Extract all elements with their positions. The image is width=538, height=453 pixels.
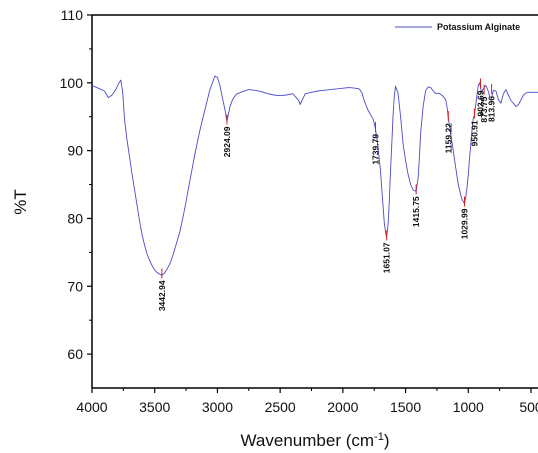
x-tick-label: 1500 (390, 399, 421, 415)
peak-label: 1159.22 (443, 123, 453, 154)
peak-annotations: 3442.94 2924.09 1739.79 1651.07 1415.75 1159.… (157, 78, 497, 311)
peak-label: 1029.99 (460, 208, 470, 239)
y-tick-label: 90 (67, 143, 83, 159)
y-tick-label: 60 (67, 346, 83, 362)
x-tick-label: 3500 (139, 399, 170, 415)
peak-label: 1415.75 (411, 196, 421, 227)
legend-label: Potassium Alginate (437, 22, 520, 32)
x-axis-title: Wavenumber (cm-1) (241, 431, 390, 450)
x-tick-label: 3000 (202, 399, 233, 415)
plot-frame (91, 14, 538, 389)
y-axis-title: %T (11, 189, 30, 215)
legend: Potassium Alginate (395, 22, 520, 32)
axis-ticks: 4000 3500 3000 2500 2000 1500 1000 500 60 70 80 90 1… (60, 7, 538, 415)
y-tick-label: 100 (60, 75, 84, 91)
peak-label: 1651.07 (382, 242, 392, 273)
peak-label: 902.69 (475, 90, 485, 116)
x-axis-title-suffix: ) (384, 431, 390, 450)
plot-area (92, 75, 538, 276)
x-axis-title-superscript: -1 (374, 431, 384, 443)
x-tick-label: 500 (519, 399, 538, 415)
x-axis-title-main: Wavenumber (cm (241, 431, 375, 450)
peak-label: 873.75 (479, 96, 489, 122)
y-tick-label: 70 (67, 278, 83, 294)
y-tick-label: 110 (61, 7, 84, 23)
peak-label: 813.96 (487, 96, 497, 122)
peak-label: 3442.94 (157, 280, 167, 311)
peak-label: 1739.79 (370, 134, 380, 165)
x-tick-label: 2500 (265, 399, 296, 415)
x-tick-label: 1000 (453, 399, 484, 415)
peak-label: 950.91 (469, 120, 479, 146)
x-tick-label: 2000 (327, 399, 358, 415)
x-tick-label: 4000 (76, 399, 107, 415)
peak-label: 2924.09 (222, 126, 232, 157)
series-line-potassium-alginate (92, 75, 538, 276)
y-tick-label: 80 (67, 210, 83, 226)
